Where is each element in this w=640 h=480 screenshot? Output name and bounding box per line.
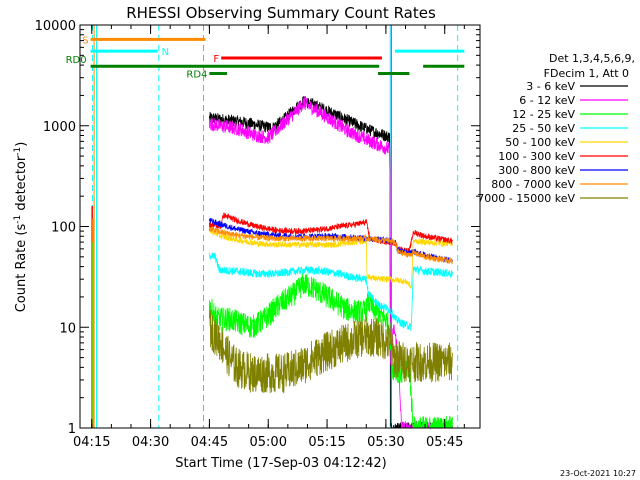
y-tick-label: 1000 (43, 120, 76, 135)
flag-label: S (82, 35, 88, 46)
x-tick-label: 04:30 (132, 435, 169, 450)
x-tick-label: 04:45 (191, 435, 228, 450)
y-tick-label: 10 (59, 321, 76, 336)
legend-entry-label: 7000 - 15000 keV (477, 192, 575, 205)
flag-label: RD4 (186, 70, 207, 81)
legend-header-line-2: FDecim 1, Att 0 (544, 67, 629, 80)
series-line-2 (209, 273, 453, 429)
legend-entry-label: 12 - 25 keV (512, 108, 575, 121)
flag-label: N (162, 47, 169, 58)
legend-entry-label: 3 - 6 keV (526, 80, 575, 93)
generated-timestamp: 23-Oct-2021 10:27 (560, 469, 636, 478)
series-line-3 (209, 252, 453, 331)
flag-label: RD0 (66, 55, 87, 66)
x-tick-label: 05:30 (367, 435, 404, 450)
legend-entry-label: 6 - 12 keV (519, 94, 575, 107)
series-line-5 (209, 212, 453, 254)
x-tick-label: 05:00 (250, 435, 287, 450)
chart-title: RHESSI Observing Summary Count Rates (126, 4, 436, 22)
flag-label: F (213, 54, 219, 65)
legend-entry-label: 300 - 800 keV (498, 164, 575, 177)
plot-area: S N F RD0 RD4 04:15 04:30 04:45 05:00 05:15 05:30 0… (35, 19, 481, 450)
legend: Det 1,3,4,5,6,9, FDecim 1, Att 0 3 - 6 k… (477, 52, 635, 205)
x-tick-label: 05:45 (426, 435, 463, 450)
y-tick-label: 100 (51, 221, 76, 236)
x-tick-label: 05:15 (308, 435, 345, 450)
series-line-7 (209, 226, 453, 265)
x-axis-label: Start Time (17-Sep-03 04:12:42) (175, 456, 386, 471)
legend-entry-label: 800 - 7000 keV (491, 178, 575, 191)
series-line-8 (209, 309, 453, 394)
y-axis-label: Count Rate (s-1 detector-1) (13, 142, 29, 313)
x-tick-label: 04:15 (73, 435, 110, 450)
legend-header-line-1: Det 1,3,4,5,6,9, (549, 52, 635, 65)
legend-entry-label: 100 - 300 keV (498, 150, 575, 163)
y-tick-label: 1 (68, 422, 76, 437)
legend-entry-label: 25 - 50 keV (512, 122, 575, 135)
y-tick-label: 10000 (35, 19, 76, 34)
series-line-4 (209, 227, 453, 289)
legend-entry-label: 50 - 100 keV (505, 136, 575, 149)
